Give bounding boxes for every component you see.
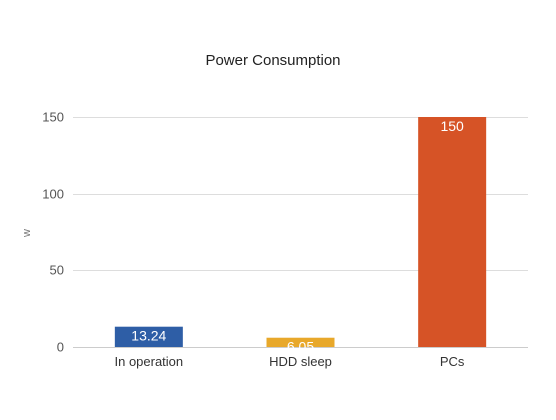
y-tick-label-150: 150 <box>42 110 64 125</box>
bar-1 <box>266 337 335 347</box>
chart-title: Power Consumption <box>205 52 340 69</box>
data-labels: 13.24 6.05 150 <box>131 118 464 355</box>
y-axis-ticks: 0 50 100 150 <box>42 110 64 355</box>
bar-0 <box>114 326 183 347</box>
bars <box>114 117 487 347</box>
y-axis-label: w <box>21 229 33 238</box>
y-tick-label-50: 50 <box>50 263 64 278</box>
category-label-0: In operation <box>114 354 183 369</box>
y-tick-label-100: 100 <box>42 187 64 202</box>
data-label-0: 13.24 <box>131 328 166 344</box>
data-label-1: 6.05 <box>287 339 314 355</box>
x-axis-categories: In operation HDD sleep PCs <box>114 354 464 369</box>
data-label-2: 150 <box>440 118 464 134</box>
category-label-1: HDD sleep <box>269 354 332 369</box>
y-tick-label-0: 0 <box>57 340 64 355</box>
bar-2 <box>418 117 487 347</box>
category-label-2: PCs <box>440 354 465 369</box>
